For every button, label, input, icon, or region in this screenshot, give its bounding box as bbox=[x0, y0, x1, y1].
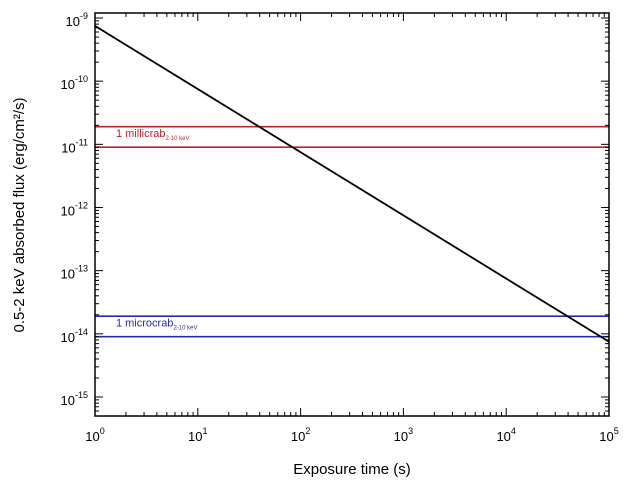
x-tick-label-3: 103 bbox=[394, 426, 413, 444]
annotation-label-2: 1 microcrab2-10 keV bbox=[116, 318, 197, 332]
y-tick-label-1: 10-10 bbox=[61, 74, 88, 92]
x-tick-label-0: 100 bbox=[85, 426, 104, 444]
axis-ticks: 100 101 102 103 104 105 10-9 10-10 10-11 10-12 10-… bbox=[61, 11, 619, 444]
y-tick-label-3: 10-12 bbox=[61, 200, 88, 218]
x-tick-label-2: 102 bbox=[291, 426, 310, 444]
y-tick-label-2: 10-11 bbox=[61, 137, 88, 155]
y-axis-title: 0.5-2 keV absorbed flux (erg/cm²/s) bbox=[11, 97, 28, 332]
y-tick-label-6: 10-15 bbox=[61, 390, 88, 408]
y-tick-label-5: 10-14 bbox=[61, 327, 88, 345]
plot-marks: 1 millicrab2-10 keV 1 microcrab2-10 keV bbox=[94, 25, 610, 343]
x-tick-label-5: 105 bbox=[599, 426, 618, 444]
y-tick-label-0: 10-9 bbox=[66, 11, 88, 29]
y-tick-label-4: 10-13 bbox=[61, 264, 88, 282]
x-axis-title: Exposure time (s) bbox=[293, 461, 411, 478]
x-tick-label-1: 101 bbox=[188, 426, 207, 444]
series-line-1 bbox=[94, 25, 610, 343]
annotation-label-1: 1 millicrab2-10 keV bbox=[116, 128, 190, 142]
plot-frame bbox=[94, 12, 610, 417]
x-tick-label-4: 104 bbox=[496, 426, 515, 444]
